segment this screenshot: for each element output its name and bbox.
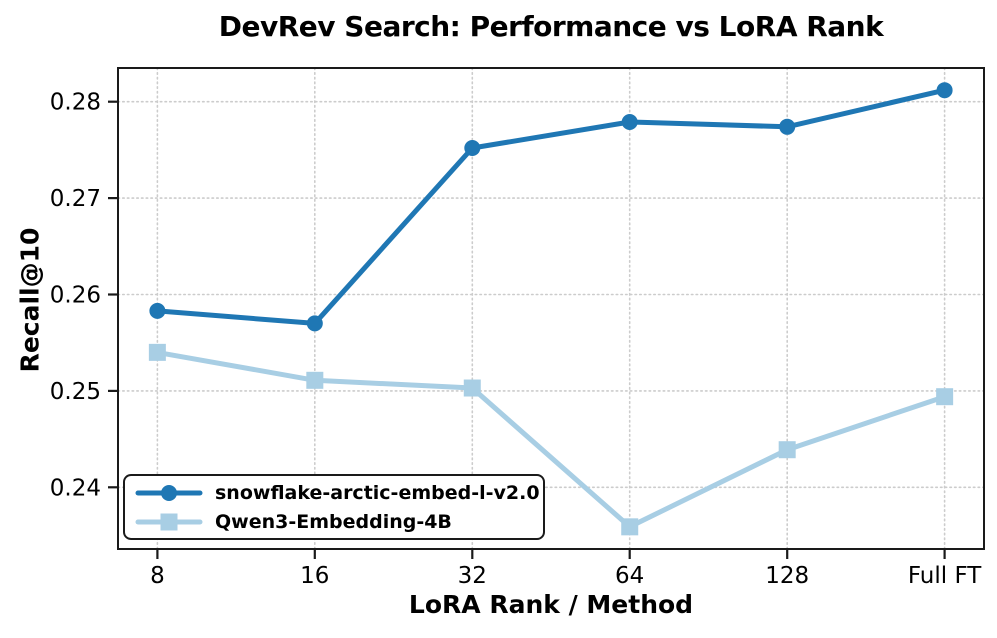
y-tick-label: 0.25 <box>50 379 101 405</box>
y-tick-label: 0.24 <box>50 475 101 501</box>
data-point-marker <box>148 343 166 361</box>
data-point-marker <box>464 140 481 156</box>
y-tick-label: 0.27 <box>50 186 101 212</box>
data-point-marker <box>149 302 166 319</box>
legend-item: snowflake-arctic-embed-l-v2.0 <box>135 479 540 507</box>
x-tick-label: 16 <box>300 563 329 589</box>
data-point-marker <box>936 82 953 99</box>
data-point-marker <box>306 315 323 332</box>
data-point-marker <box>621 518 639 536</box>
x-tick-label: 32 <box>458 563 487 589</box>
chart-title: DevRev Search: Performance vs LoRA Rank <box>218 10 884 43</box>
data-point-marker <box>306 371 324 389</box>
x-tick-label: 128 <box>765 563 809 589</box>
series-line-0 <box>154 87 948 326</box>
legend-line-square-icon <box>135 513 203 530</box>
x-tick-label: 64 <box>615 563 644 589</box>
legend-label: snowflake-arctic-embed-l-v2.0 <box>215 481 540 504</box>
data-point-marker <box>463 379 481 397</box>
data-point-marker <box>621 114 638 130</box>
x-tick-label: Full FT <box>908 563 982 589</box>
legend-label: Qwen3-Embedding-4B <box>215 510 452 533</box>
y-tick-label: 0.26 <box>50 283 101 309</box>
y-tick-label: 0.28 <box>50 90 101 116</box>
x-tick-label: 8 <box>150 563 165 589</box>
data-point-marker <box>779 118 796 135</box>
data-point-marker <box>778 441 796 459</box>
legend: snowflake-arctic-embed-l-v2.0 Qwen3-Embe… <box>123 474 545 540</box>
legend-line-circle-icon <box>135 484 203 501</box>
legend-item: Qwen3-Embedding-4B <box>135 508 535 536</box>
data-point-marker <box>936 388 954 406</box>
axes-spines <box>117 67 985 550</box>
series-line-1 <box>154 349 948 530</box>
x-axis-label: LoRA Rank / Method <box>408 590 694 619</box>
